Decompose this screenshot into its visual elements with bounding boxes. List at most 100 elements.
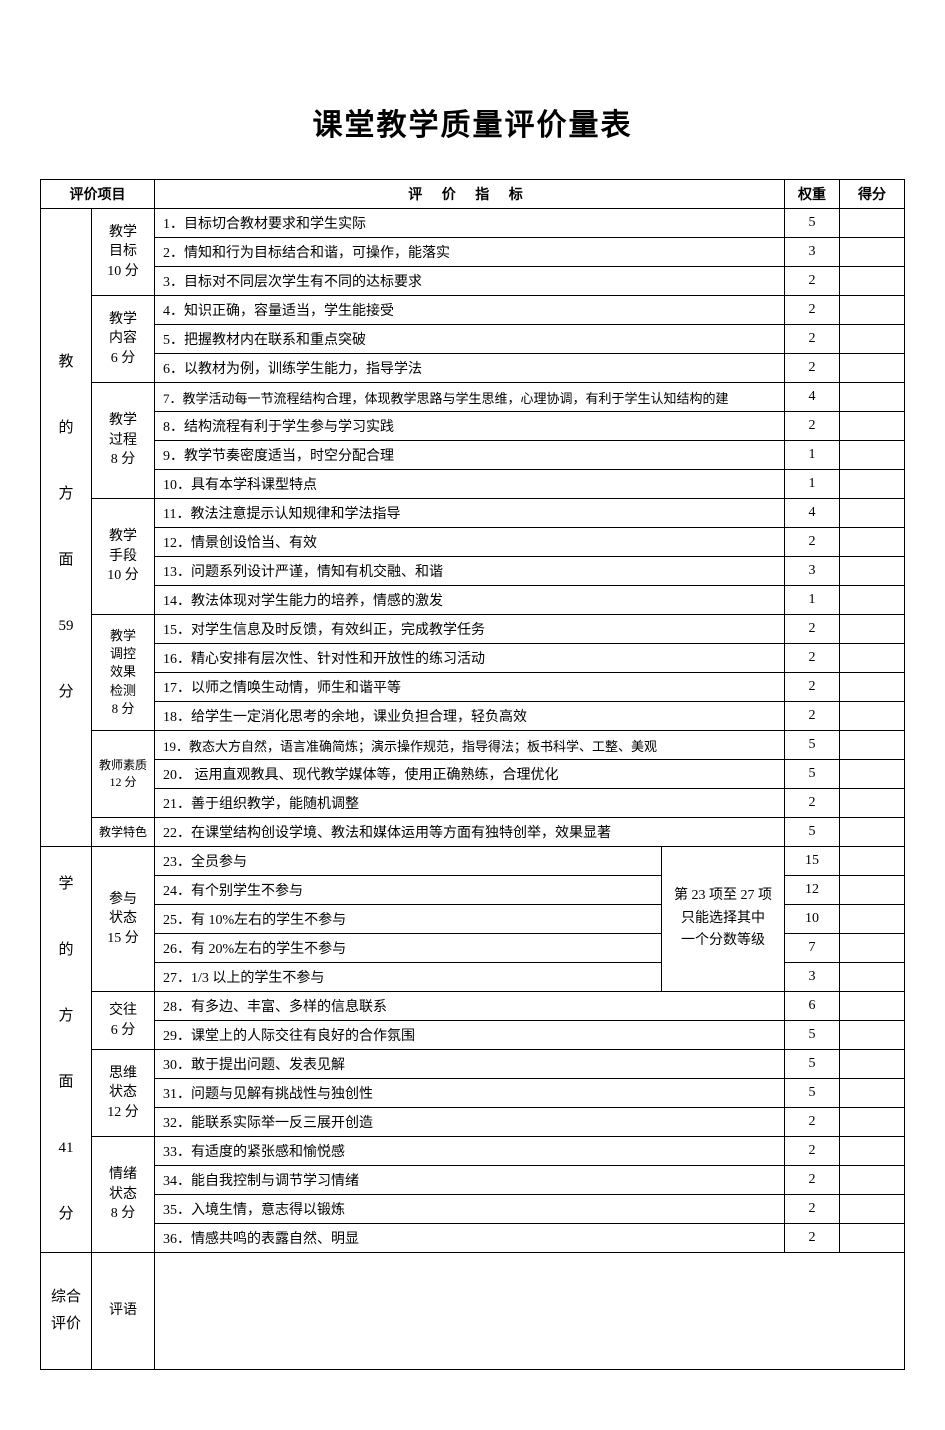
- row-23-s: [840, 847, 905, 876]
- row-31-w: 5: [785, 1079, 840, 1108]
- row-28-s: [840, 992, 905, 1021]
- row-14: 14．教法体现对学生能力的培养，情感的激发: [155, 586, 785, 615]
- section3-sub: 评语: [92, 1253, 155, 1370]
- row-24-w: 12: [785, 876, 840, 905]
- row-15-s: [840, 615, 905, 644]
- row-36-s: [840, 1224, 905, 1253]
- row-8: 8．结构流程有利于学生参与学习实践: [155, 412, 785, 441]
- s1g4-name: 教学 调控 效果 检测 8 分: [92, 615, 155, 731]
- row-17: 17．以师之情唤生动情，师生和谐平等: [155, 673, 785, 702]
- row-3: 3．目标对不同层次学生有不同的达标要求: [155, 267, 785, 296]
- row-33: 33．有适度的紧张感和愉悦感: [155, 1137, 785, 1166]
- row-27-w: 3: [785, 963, 840, 992]
- row-21-w: 2: [785, 789, 840, 818]
- row-5: 5．把握教材内在联系和重点突破: [155, 325, 785, 354]
- row-7-w: 4: [785, 383, 840, 412]
- row-8-w: 2: [785, 412, 840, 441]
- row-5-w: 2: [785, 325, 840, 354]
- s2g2-name: 思维 状态 12 分: [92, 1050, 155, 1137]
- row-31-s: [840, 1079, 905, 1108]
- row-35: 35．入境生情，意志得以锻炼: [155, 1195, 785, 1224]
- header-score: 得分: [840, 180, 905, 209]
- row-4-w: 2: [785, 296, 840, 325]
- row-30-s: [840, 1050, 905, 1079]
- row-11: 11．教法注意提示认知规律和学法指导: [155, 499, 785, 528]
- row-16: 16．精心安排有层次性、针对性和开放性的练习活动: [155, 644, 785, 673]
- row-18-w: 2: [785, 702, 840, 731]
- row-34: 34．能自我控制与调节学习情绪: [155, 1166, 785, 1195]
- row-16-s: [840, 644, 905, 673]
- evaluation-table: 评价项目 评 价 指 标 权重 得分 教 的 方 面 59 分 教学 目标 10…: [40, 179, 905, 1370]
- row-1-s: [840, 209, 905, 238]
- header-criteria: 评 价 指 标: [155, 180, 785, 209]
- row-23: 23．全员参与: [155, 847, 662, 876]
- row-14-w: 1: [785, 586, 840, 615]
- row-10-w: 1: [785, 470, 840, 499]
- row-4-s: [840, 296, 905, 325]
- row-30: 30．敢于提出问题、发表见解: [155, 1050, 785, 1079]
- section2-note: 第 23 项至 27 项 只能选择其中 一个分数等级: [662, 847, 785, 992]
- row-6-w: 2: [785, 354, 840, 383]
- row-35-s: [840, 1195, 905, 1224]
- row-3-s: [840, 267, 905, 296]
- row-21: 21．善于组织教学，能随机调整: [155, 789, 785, 818]
- s1g3-name: 教学 手段 10 分: [92, 499, 155, 615]
- section3-label: 综合 评价: [41, 1253, 92, 1370]
- section2-label: 学 的 方 面 41 分: [41, 847, 92, 1253]
- row-32: 32．能联系实际举一反三展开创造: [155, 1108, 785, 1137]
- row-32-w: 2: [785, 1108, 840, 1137]
- row-12-s: [840, 528, 905, 557]
- row-10: 10．具有本学科课型特点: [155, 470, 785, 499]
- row-17-w: 2: [785, 673, 840, 702]
- comments-area: [155, 1253, 905, 1370]
- row-34-w: 2: [785, 1166, 840, 1195]
- row-3-w: 2: [785, 267, 840, 296]
- row-29: 29．课堂上的人际交往有良好的合作氛围: [155, 1021, 785, 1050]
- row-20: 20． 运用直观教具、现代教学媒体等，使用正确熟练，合理优化: [155, 760, 785, 789]
- row-24: 24．有个别学生不参与: [155, 876, 662, 905]
- row-33-w: 2: [785, 1137, 840, 1166]
- row-18-s: [840, 702, 905, 731]
- row-28-w: 6: [785, 992, 840, 1021]
- row-9-s: [840, 441, 905, 470]
- row-7-s: [840, 383, 905, 412]
- s2g0-name: 参与 状态 15 分: [92, 847, 155, 992]
- row-22: 22．在课堂结构创设学境、教法和媒体运用等方面有独特创举，效果显著: [155, 818, 785, 847]
- row-12-w: 2: [785, 528, 840, 557]
- s1g2-name: 教学 过程 8 分: [92, 383, 155, 499]
- row-19-s: [840, 731, 905, 760]
- section1-label: 教 的 方 面 59 分: [41, 209, 92, 847]
- row-1: 1．目标切合教材要求和学生实际: [155, 209, 785, 238]
- row-13: 13．问题系列设计严谨，情知有机交融、和谐: [155, 557, 785, 586]
- row-28: 28．有多边、丰富、多样的信息联系: [155, 992, 785, 1021]
- s1g5-name: 教师素质 12 分: [92, 731, 155, 818]
- s1g6-name: 教学特色: [92, 818, 155, 847]
- row-13-w: 3: [785, 557, 840, 586]
- row-7: 7．教学活动每一节流程结构合理，体现教学思路与学生思维，心理协调，有利于学生认知…: [155, 383, 785, 412]
- row-25-w: 10: [785, 905, 840, 934]
- row-12: 12．情景创设恰当、有效: [155, 528, 785, 557]
- row-9: 9．教学节奏密度适当，时空分配合理: [155, 441, 785, 470]
- row-16-w: 2: [785, 644, 840, 673]
- row-26-w: 7: [785, 934, 840, 963]
- row-33-s: [840, 1137, 905, 1166]
- row-6-s: [840, 354, 905, 383]
- row-1-w: 5: [785, 209, 840, 238]
- row-29-s: [840, 1021, 905, 1050]
- page-title: 课堂教学质量评价量表: [40, 100, 905, 144]
- s1g0-name: 教学 目标 10 分: [92, 209, 155, 296]
- row-26-s: [840, 934, 905, 963]
- row-36: 36．情感共鸣的表露自然、明显: [155, 1224, 785, 1253]
- row-20-s: [840, 760, 905, 789]
- row-26: 26．有 20%左右的学生不参与: [155, 934, 662, 963]
- row-4: 4．知识正确，容量适当，学生能接受: [155, 296, 785, 325]
- row-36-w: 2: [785, 1224, 840, 1253]
- row-24-s: [840, 876, 905, 905]
- s2g3-name: 情绪 状态 8 分: [92, 1137, 155, 1253]
- row-2-w: 3: [785, 238, 840, 267]
- row-14-s: [840, 586, 905, 615]
- row-27: 27．1/3 以上的学生不参与: [155, 963, 662, 992]
- row-6: 6．以教材为例，训练学生能力，指导学法: [155, 354, 785, 383]
- header-weight: 权重: [785, 180, 840, 209]
- row-19: 19．教态大方自然，语言准确简炼；演示操作规范，指导得法；板书科学、工整、美观: [155, 731, 785, 760]
